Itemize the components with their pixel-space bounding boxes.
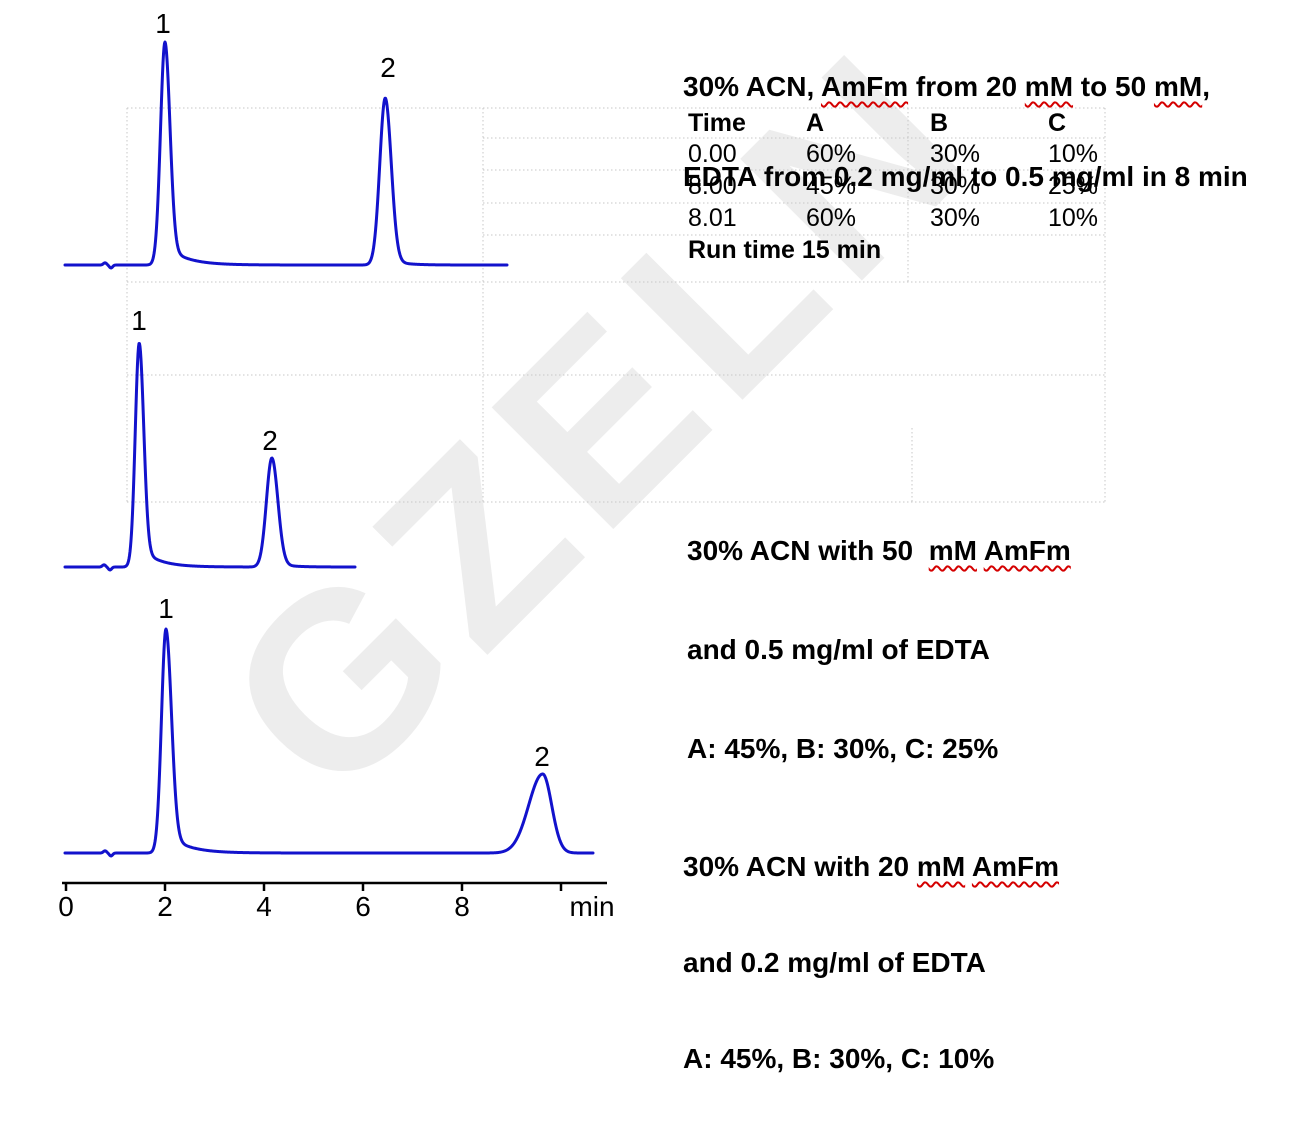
- x-axis-unit-label: min: [569, 891, 614, 920]
- peak-label: 1: [155, 8, 171, 39]
- peak-label: 2: [534, 741, 550, 772]
- annotation-bottom-line2: and 0.2 mg/ml of EDTA: [683, 947, 986, 978]
- table-cell: 45%: [806, 172, 857, 200]
- peak-label: 1: [131, 305, 147, 336]
- heading-segment-misspelled: AmFm: [820, 71, 909, 102]
- heading-segment: to 50: [1073, 71, 1154, 102]
- table-cell: 10%: [1048, 140, 1099, 168]
- method-heading: 30% ACN, AmFm from 20 mM to 50 mM, EDTA …: [683, 12, 1248, 252]
- x-axis-tick-label: 4: [256, 891, 272, 920]
- annotation-segment-misspelled: mM: [928, 535, 977, 566]
- annotation-segment: [977, 535, 984, 566]
- chromatogram-trace-isocratic-20mM: [63, 627, 595, 858]
- table-footer-runtime: Run time 15 min: [688, 236, 882, 264]
- annotation-segment-misspelled: AmFm: [983, 535, 1071, 566]
- table-cell: 10%: [1048, 204, 1099, 232]
- heading-segment: from 20: [908, 71, 1025, 102]
- table-cell: 0.00: [688, 140, 737, 168]
- heading-line2: EDTA from 0.2 mg/ml to 0.5 mg/ml in 8 mi…: [683, 161, 1248, 192]
- table-header-b: B: [930, 109, 949, 137]
- annotation-segment-misspelled: AmFm: [971, 851, 1060, 882]
- chromatogram-chart: 1 2 1 2 1 2 0 2 4 6 8 min: [58, 8, 1106, 920]
- peak-label: 2: [380, 52, 396, 83]
- annotation-segment-misspelled: mM: [916, 851, 966, 882]
- annotation-middle-line1: 30% ACN with 50 mM AmFm: [687, 534, 1071, 567]
- figure-canvas: GZELN 1 2 1 2 1 2 0 2 4 6 8 min 30% ACN, AmFm from …: [58, 0, 1248, 1074]
- chromatogram-trace-isocratic-50mM: [63, 341, 357, 572]
- heading-segment: 30% ACN,: [683, 71, 821, 102]
- table-cell: 8.00: [688, 172, 737, 200]
- annotation-segment: [965, 851, 972, 882]
- annotation-middle-line2: and 0.5 mg/ml of EDTA: [687, 634, 990, 665]
- table-cell: 8.01: [688, 204, 737, 232]
- heading-line1: 30% ACN, AmFm from 20 mM to 50 mM,: [683, 72, 1248, 102]
- table-header-c: C: [1048, 109, 1067, 137]
- chromatogram-trace-gradient-run: [63, 40, 509, 270]
- x-axis-tick-label: 6: [355, 891, 371, 920]
- annotation-middle-line3: A: 45%, B: 30%, C: 25%: [687, 733, 999, 764]
- table-cell: 30%: [930, 140, 981, 168]
- table-header-time: Time: [688, 109, 746, 137]
- x-axis-tick-label: 2: [157, 891, 173, 920]
- heading-segment-misspelled: mM: [1153, 71, 1203, 102]
- table-cell: 60%: [806, 204, 857, 232]
- annotation-bottom-line3: A: 45%, B: 30%, C: 10%: [683, 1043, 995, 1074]
- annotation-segment: 30% ACN with 20: [683, 851, 917, 882]
- heading-segment-misspelled: mM: [1024, 71, 1074, 102]
- annotation-middle: 30% ACN with 50 mM AmFm and 0.5 mg/ml of…: [687, 468, 1071, 831]
- peak-label: 2: [262, 425, 278, 456]
- x-axis-tick-label: 8: [454, 891, 470, 920]
- table-cell: 30%: [930, 172, 981, 200]
- annotation-bottom: 30% ACN with 20 mM AmFm and 0.2 mg/ml of…: [683, 787, 1059, 1139]
- table-cell: 25%: [1048, 172, 1099, 200]
- annotation-bottom-line1: 30% ACN with 20 mM AmFm: [683, 851, 1059, 883]
- table-cell: 60%: [806, 140, 857, 168]
- peak-label: 1: [158, 593, 174, 624]
- table-header-a: A: [806, 109, 825, 137]
- gradient-table: Time A B C 0.00 60% 30% 10% 8.00 45% 30%…: [688, 108, 1118, 282]
- annotation-segment: 30% ACN with 50: [687, 535, 929, 566]
- table-cell: 30%: [930, 204, 981, 232]
- heading-segment: ,: [1202, 71, 1210, 102]
- x-axis-tick-label: 0: [58, 891, 74, 920]
